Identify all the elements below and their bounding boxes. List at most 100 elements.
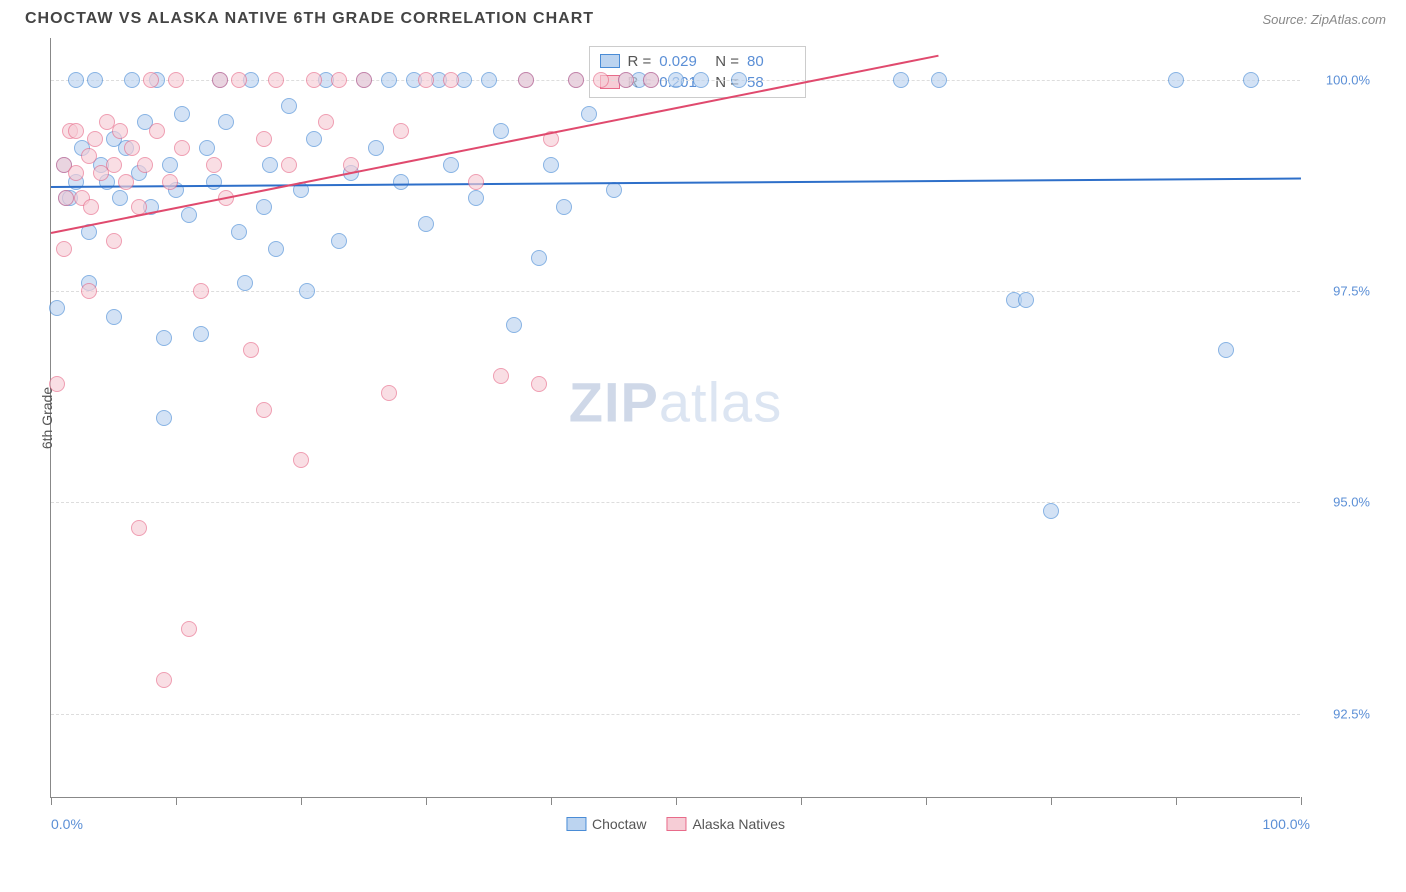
legend-item: Alaska Natives (666, 816, 785, 832)
data-point (293, 452, 309, 468)
data-point (193, 326, 209, 342)
data-point (1243, 72, 1259, 88)
data-point (331, 72, 347, 88)
data-point (606, 182, 622, 198)
data-point (162, 174, 178, 190)
data-point (118, 174, 134, 190)
data-point (206, 174, 222, 190)
data-point (531, 376, 547, 392)
stats-row: R =0.029N =80 (600, 51, 796, 72)
watermark: ZIPatlas (569, 370, 782, 435)
data-point (443, 157, 459, 173)
data-point (124, 72, 140, 88)
data-point (58, 190, 74, 206)
data-point (693, 72, 709, 88)
gridline (51, 714, 1300, 715)
y-tick-label: 100.0% (1310, 73, 1370, 88)
data-point (593, 72, 609, 88)
data-point (731, 72, 747, 88)
y-tick-label: 97.5% (1310, 284, 1370, 299)
data-point (1018, 292, 1034, 308)
data-point (131, 520, 147, 536)
legend-swatch (566, 817, 586, 831)
data-point (299, 283, 315, 299)
data-point (468, 174, 484, 190)
data-point (443, 72, 459, 88)
legend-item: Choctaw (566, 816, 646, 832)
data-point (262, 157, 278, 173)
x-tick (676, 797, 677, 805)
data-point (181, 207, 197, 223)
data-point (243, 342, 259, 358)
data-point (281, 157, 297, 173)
data-point (418, 216, 434, 232)
y-tick-label: 95.0% (1310, 495, 1370, 510)
data-point (493, 368, 509, 384)
data-point (481, 72, 497, 88)
x-tick (1051, 797, 1052, 805)
scatter-plot: ZIPatlas 6th Grade R =0.029N =80R =0.201… (50, 38, 1300, 798)
data-point (137, 157, 153, 173)
data-point (331, 233, 347, 249)
stat-r-value: 0.029 (659, 53, 707, 70)
data-point (162, 157, 178, 173)
data-point (124, 140, 140, 156)
data-point (543, 157, 559, 173)
legend-label: Choctaw (592, 816, 646, 832)
data-point (83, 199, 99, 215)
data-point (393, 123, 409, 139)
data-point (56, 241, 72, 257)
data-point (306, 72, 322, 88)
x-tick (1301, 797, 1302, 805)
chart-title: CHOCTAW VS ALASKA NATIVE 6TH GRADE CORRE… (25, 10, 594, 28)
x-tick (176, 797, 177, 805)
data-point (931, 72, 947, 88)
data-point (393, 174, 409, 190)
data-point (268, 72, 284, 88)
data-point (49, 376, 65, 392)
data-point (1168, 72, 1184, 88)
data-point (49, 300, 65, 316)
data-point (231, 72, 247, 88)
data-point (112, 190, 128, 206)
data-point (231, 224, 247, 240)
data-point (106, 157, 122, 173)
x-tick (51, 797, 52, 805)
data-point (143, 72, 159, 88)
data-point (193, 283, 209, 299)
data-point (556, 199, 572, 215)
data-point (68, 123, 84, 139)
data-point (418, 72, 434, 88)
stat-n-label: N = (715, 53, 739, 70)
data-point (206, 157, 222, 173)
data-point (237, 275, 253, 291)
stats-box: R =0.029N =80R =0.201N =58 (589, 46, 807, 98)
legend-swatch (600, 54, 620, 68)
x-axis-max-label: 100.0% (1263, 816, 1310, 832)
data-point (318, 114, 334, 130)
source-label: Source: ZipAtlas.com (1262, 12, 1386, 27)
data-point (256, 131, 272, 147)
data-point (212, 72, 228, 88)
data-point (643, 72, 659, 88)
data-point (381, 72, 397, 88)
data-point (256, 402, 272, 418)
data-point (156, 330, 172, 346)
data-point (106, 309, 122, 325)
data-point (493, 123, 509, 139)
data-point (87, 72, 103, 88)
legend-label: Alaska Natives (692, 816, 785, 832)
data-point (368, 140, 384, 156)
data-point (356, 72, 372, 88)
x-axis-min-label: 0.0% (51, 816, 83, 832)
stat-n-value: 80 (747, 53, 795, 70)
data-point (1043, 503, 1059, 519)
data-point (893, 72, 909, 88)
data-point (618, 72, 634, 88)
data-point (668, 72, 684, 88)
data-point (531, 250, 547, 266)
legend-swatch (666, 817, 686, 831)
data-point (381, 385, 397, 401)
data-point (174, 140, 190, 156)
data-point (581, 106, 597, 122)
